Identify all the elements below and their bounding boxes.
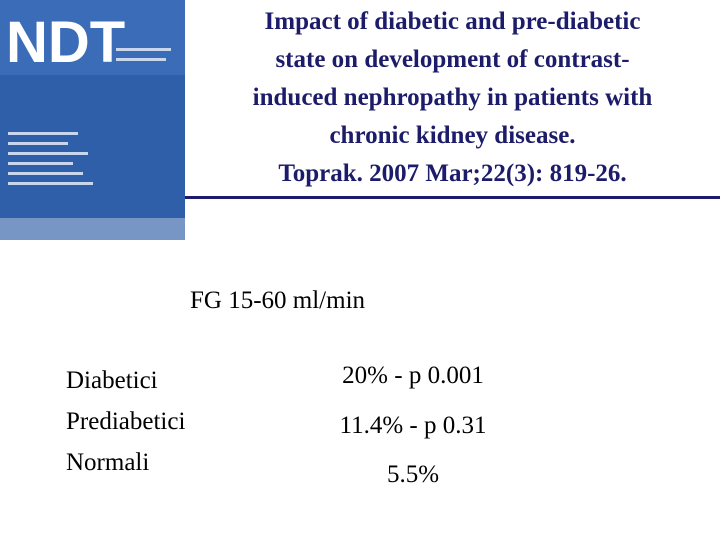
cover-lines <box>8 48 171 185</box>
title-line: state on development of contrast- <box>275 46 630 73</box>
row-value: 20% - p 0.001 <box>342 362 484 389</box>
title-line: Impact of diabetic and pre-diabetic <box>264 8 641 35</box>
cover-logo: NDT <box>6 10 125 75</box>
row-label: Prediabetici <box>66 408 186 435</box>
title-line: Toprak. 2007 Mar;22(3): 819-26. <box>278 160 627 187</box>
title-line: induced nephropathy in patients with <box>252 84 653 111</box>
row-value: 11.4% - p 0.31 <box>339 412 487 439</box>
subtitle: FG 15-60 ml/min <box>190 287 366 314</box>
row-value: 5.5% <box>386 461 440 488</box>
cover-header <box>0 0 185 75</box>
title-rule <box>185 196 720 199</box>
row-label: Normali <box>66 449 150 476</box>
row-label: Diabetici <box>66 367 158 394</box>
cover-footer <box>0 218 185 240</box>
journal-cover: NDT <box>0 0 185 240</box>
title-line: chronic kidney disease. <box>329 122 576 149</box>
